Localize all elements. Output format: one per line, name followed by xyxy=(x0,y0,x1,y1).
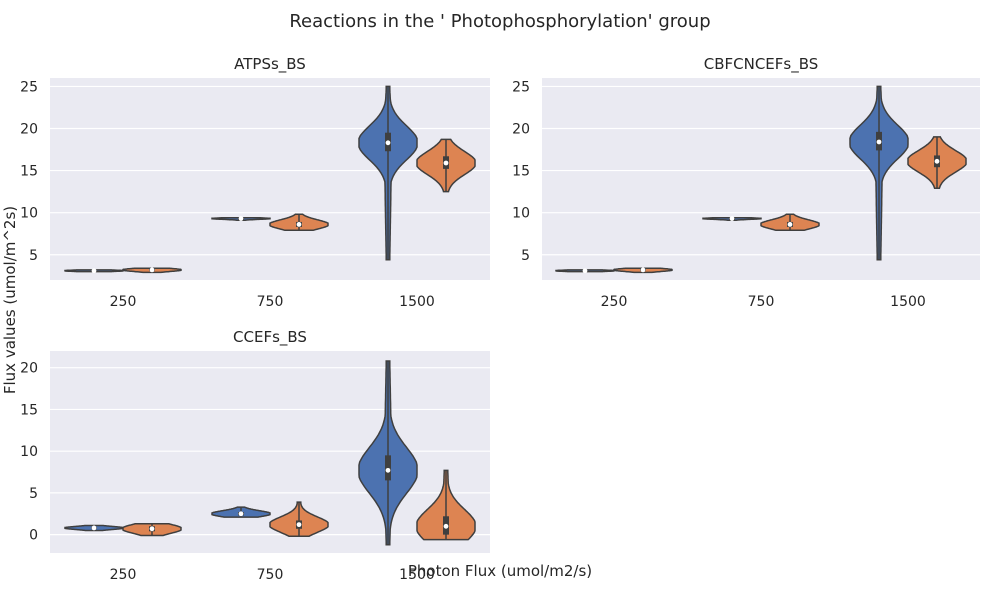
tick-labels: 5 10 15 20 25 250 750 1500 xyxy=(20,79,435,310)
violin-median xyxy=(238,216,244,221)
x-tick-label: 750 xyxy=(748,294,775,310)
y-tick-label: 10 xyxy=(20,444,38,460)
x-tick-label: 250 xyxy=(110,294,137,310)
gridlines xyxy=(50,367,490,536)
x-tick-label: 1500 xyxy=(399,567,435,583)
violin-median xyxy=(91,525,97,531)
violin-iqr-box xyxy=(385,455,391,481)
gridlines xyxy=(50,85,490,256)
y-tick-label: 0 xyxy=(29,528,38,544)
y-tick-label: 25 xyxy=(20,79,38,95)
violins xyxy=(64,85,476,274)
y-tick-label: 5 xyxy=(521,248,530,264)
violin-median xyxy=(149,526,155,532)
y-tick-label: 15 xyxy=(20,164,38,180)
plot-area xyxy=(542,78,980,280)
x-tick-label: 750 xyxy=(257,567,284,583)
plot-area xyxy=(50,78,490,280)
violins xyxy=(555,85,967,274)
y-tick-label: 20 xyxy=(20,122,38,138)
violin-median xyxy=(443,523,449,529)
violin-median xyxy=(385,467,391,473)
y-tick-label: 15 xyxy=(512,164,530,180)
panel-title: CBFCNCEFs_BS xyxy=(704,55,819,74)
plot-area xyxy=(50,351,490,553)
violin-median xyxy=(149,267,155,273)
panel-ccefs-bs: 0 5 10 15 20 250 750 1500 CCEFs_BS xyxy=(20,328,490,583)
violin-median xyxy=(91,268,97,274)
x-tick-label: 250 xyxy=(601,294,628,310)
y-tick-label: 5 xyxy=(29,248,38,264)
violin-median xyxy=(296,522,302,528)
violin-median xyxy=(385,140,391,146)
y-tick-label: 20 xyxy=(20,361,38,377)
y-axis-label: Flux values (umol/m^2s) xyxy=(1,206,19,394)
tick-labels: 0 5 10 15 20 250 750 1500 xyxy=(20,361,435,583)
x-tick-label: 250 xyxy=(110,567,137,583)
figure-title: Reactions in the ' Photophosphorylation'… xyxy=(289,11,710,32)
y-tick-label: 10 xyxy=(512,206,530,222)
y-tick-label: 5 xyxy=(29,486,38,502)
violin-median xyxy=(443,160,449,166)
y-tick-label: 20 xyxy=(512,122,530,138)
x-tick-label: 750 xyxy=(257,294,284,310)
violin-median xyxy=(296,222,302,227)
panel-cbfcncefs-bs: 5 10 15 20 25 250 750 1500 CBFCNCEFs_BS xyxy=(512,55,980,310)
violin-median xyxy=(640,267,646,273)
x-tick-label: 1500 xyxy=(890,294,926,310)
violin-median xyxy=(876,139,882,145)
x-tick-label: 1500 xyxy=(399,294,435,310)
tick-labels: 5 10 15 20 25 250 750 1500 xyxy=(512,79,926,310)
violin-median xyxy=(787,222,793,227)
violin-median xyxy=(729,216,735,221)
y-tick-label: 15 xyxy=(20,402,38,418)
panel-title: ATPSs_BS xyxy=(234,55,306,74)
panel-title: CCEFs_BS xyxy=(233,328,307,347)
panel-atpss-bs: 5 10 15 20 25 250 750 1500 ATPSs_BS xyxy=(20,55,490,310)
y-tick-label: 25 xyxy=(512,79,530,95)
y-tick-label: 10 xyxy=(20,206,38,222)
gridlines xyxy=(542,85,980,256)
violin-median xyxy=(582,268,588,274)
violins xyxy=(64,360,476,546)
violin-median xyxy=(238,511,244,517)
violin-median xyxy=(934,158,940,164)
x-axis-label: Photon Flux (umol/m2/s) xyxy=(408,562,592,580)
